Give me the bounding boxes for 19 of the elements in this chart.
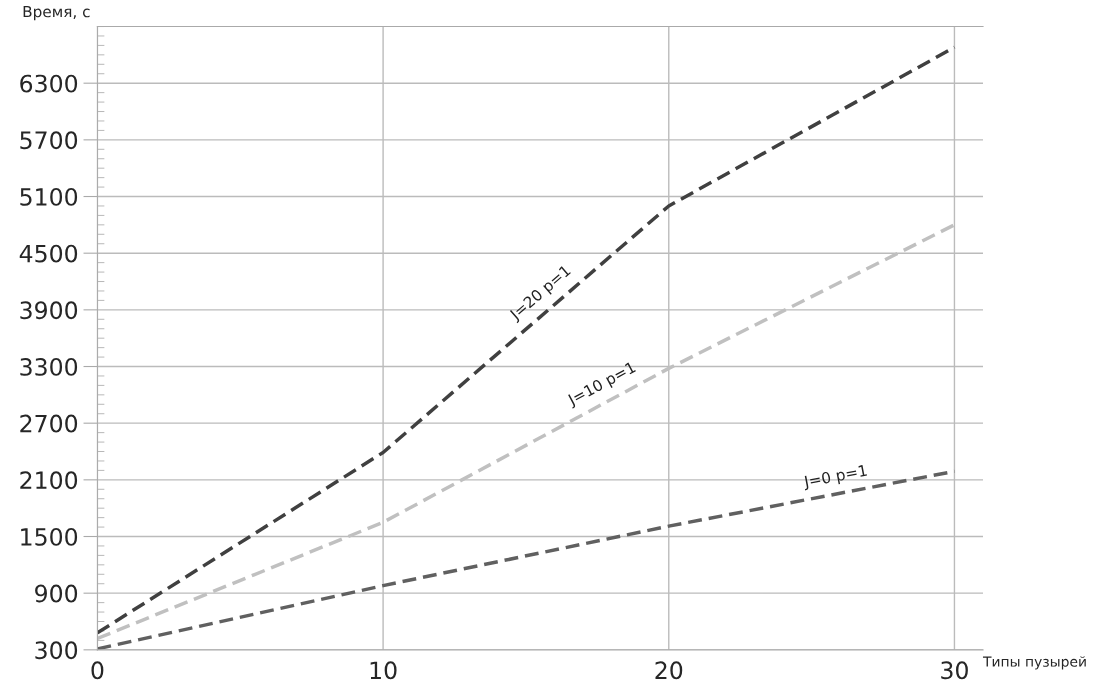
y-tick-label: 5700 xyxy=(20,131,78,150)
x-tick-label: 10 xyxy=(370,661,397,680)
x-tick-label: 20 xyxy=(655,661,683,680)
y-tick-label: 3900 xyxy=(20,301,78,320)
x-axis-title: Типы пузырей xyxy=(982,656,1086,670)
line-series xyxy=(97,45,957,635)
y-tick-label: 900 xyxy=(35,584,78,603)
y-tick-label: 4500 xyxy=(19,244,78,263)
y-tick-label: 2100 xyxy=(20,471,78,490)
y-tick-label: 6300 xyxy=(20,74,78,93)
y-tick-label: 1500 xyxy=(21,527,78,546)
text: J=0 p=1 xyxy=(802,464,868,491)
y-axis-title: Время, с xyxy=(23,5,90,21)
x-tick-label: 0 xyxy=(91,661,104,680)
y-tick-label: 3300 xyxy=(20,357,78,376)
y-tick-label: 300 xyxy=(35,641,78,660)
y-tick-label: 2700 xyxy=(20,414,78,433)
x-tick-label: 30 xyxy=(941,661,968,680)
y-tick-label: 5100 xyxy=(20,187,78,206)
